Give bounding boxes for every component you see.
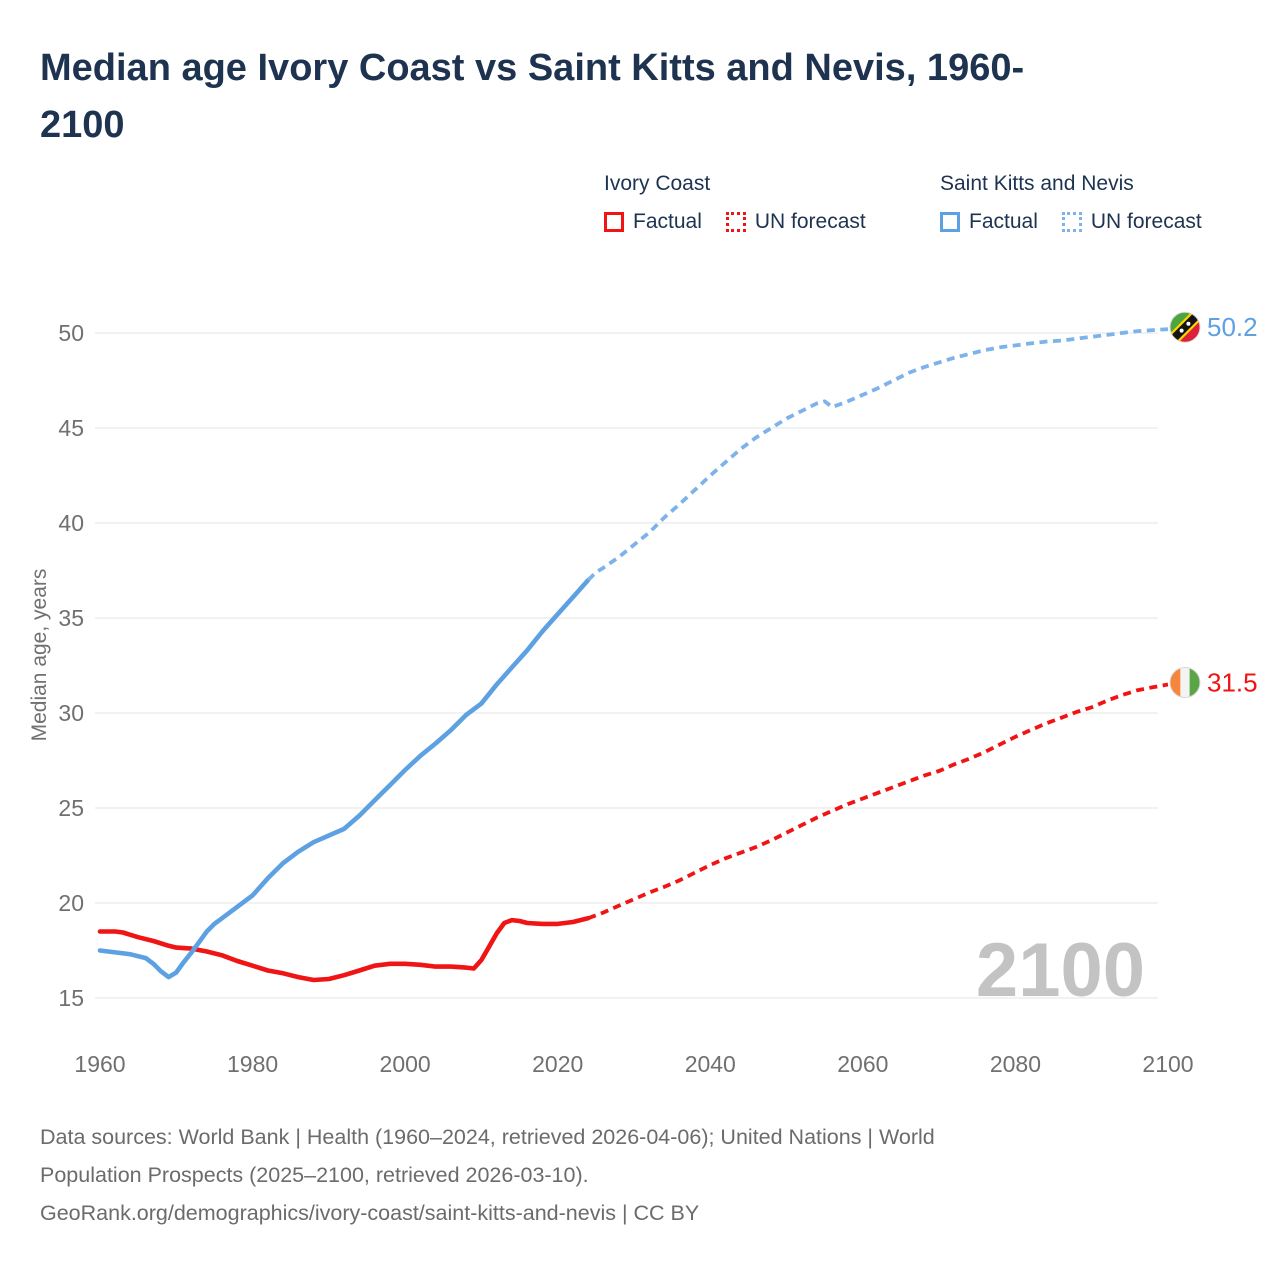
chart-title: Median age Ivory Coast vs Saint Kitts an…	[40, 40, 1230, 154]
series-line-saint-kitts-and-nevis-forecast	[586, 327, 1169, 582]
data-sources-footer: Data sources: World Bank | Health (1960–…	[40, 1118, 1240, 1232]
saint-kitts-and-nevis-flag-icon	[1170, 312, 1200, 343]
x-tick-label: 2020	[532, 1051, 583, 1077]
y-tick-label: 35	[58, 605, 84, 631]
x-tick-label: 1980	[227, 1051, 278, 1077]
y-axis-title: Median age, years	[28, 569, 51, 742]
footer-line: Population Prospects (2025–2100, retriev…	[40, 1163, 589, 1187]
forecast-line-swatch-icon	[725, 212, 746, 232]
x-tick-label: 1960	[74, 1051, 125, 1077]
ivory-coast-flag-icon	[1170, 667, 1200, 698]
x-tick-label: 2060	[837, 1051, 888, 1077]
x-tick-label: 2080	[990, 1051, 1041, 1077]
series-line-ivory-coast-forecast	[587, 682, 1169, 920]
x-tick-label: 2100	[1142, 1051, 1193, 1077]
series-line-ivory-coast-factual	[97, 915, 591, 983]
legend-group-ivory-coast: Ivory Coast Factual UN forecast	[604, 172, 866, 234]
end-value-label: 50.2	[1207, 312, 1258, 342]
y-tick-label: 25	[58, 795, 84, 821]
footer-line: Data sources: World Bank | Health (1960–…	[40, 1125, 935, 1149]
legend-item-un-forecast: UN forecast	[1061, 210, 1202, 234]
legend-item-factual: Factual	[604, 210, 702, 234]
series-line-saint-kitts-and-nevis-factual	[97, 577, 591, 980]
y-tick-label: 15	[58, 985, 84, 1011]
legend-group-title: Saint Kitts and Nevis	[940, 172, 1134, 195]
factual-line-swatch-icon	[940, 212, 960, 232]
legend-group-saint-kitts-and-nevis: Saint Kitts and Nevis Factual UN forecas…	[940, 172, 1202, 234]
chart-title-line2: 2100	[40, 104, 125, 146]
legend-item-un-forecast: UN forecast	[725, 210, 866, 234]
x-tick-label: 2000	[380, 1051, 431, 1077]
legend-group-title: Ivory Coast	[604, 172, 711, 195]
legend-item-label: Factual	[633, 210, 702, 233]
y-tick-label: 20	[58, 890, 84, 916]
legend-item-factual: Factual	[940, 210, 1038, 234]
line-chart-plot-area: 15 20 25 30 35 40 45 50 1960 1980 2000 2020 2040 2060…	[28, 311, 1258, 1077]
chart-title-line1: Median age Ivory Coast vs Saint Kitts an…	[40, 47, 1025, 89]
legend-item-label: Factual	[969, 210, 1038, 233]
y-tick-label: 45	[58, 415, 84, 441]
y-tick-label: 40	[58, 510, 84, 536]
gridlines	[95, 332, 1158, 999]
legend-item-label: UN forecast	[1090, 210, 1202, 233]
y-tick-label: 50	[58, 320, 84, 346]
end-value-label: 31.5	[1207, 668, 1258, 698]
factual-line-swatch-icon	[604, 212, 624, 232]
legend-item-label: UN forecast	[754, 210, 866, 233]
forecast-line-swatch-icon	[1061, 212, 1082, 232]
y-tick-label: 30	[58, 700, 84, 726]
watermark-year: 2100	[976, 928, 1145, 1013]
footer-attribution-link: GeoRank.org/demographics/ivory-coast/sai…	[40, 1201, 700, 1225]
x-tick-label: 2040	[685, 1051, 736, 1077]
